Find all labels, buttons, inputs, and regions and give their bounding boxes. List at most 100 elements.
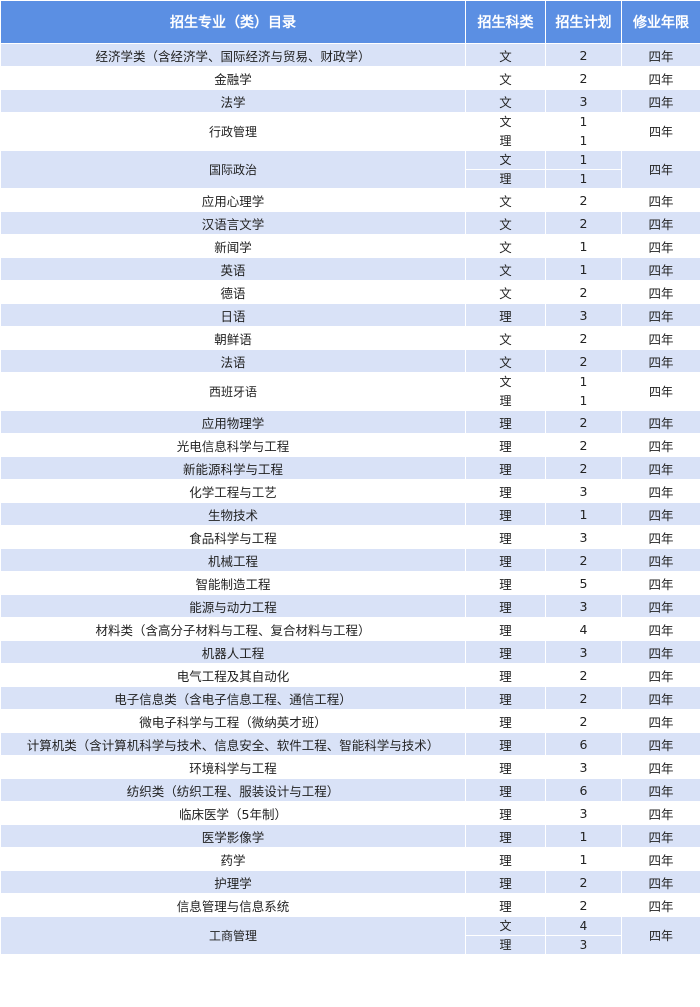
subject-type: 理 <box>465 732 546 756</box>
plan-count: 2 <box>545 663 622 687</box>
subject-type: 理 <box>465 663 546 687</box>
plan-count: 4 <box>545 617 622 641</box>
plan-count: 2 <box>545 548 622 572</box>
subject-type: 理 <box>465 686 546 710</box>
table-row: 应用物理学理 2 四年 <box>0 410 700 434</box>
subject-type: 文 <box>465 916 546 936</box>
table-row: 智能制造工程理 5 四年 <box>0 571 700 595</box>
table-row: 环境科学与工程理 3 四年 <box>0 755 700 779</box>
plan-count: 2 <box>545 326 622 350</box>
table-row: 法语文 2 四年 <box>0 349 700 373</box>
subject-type: 文 <box>465 188 546 212</box>
plan-count: 2 <box>545 433 622 457</box>
study-years: 四年 <box>621 349 700 373</box>
study-years: 四年 <box>621 502 700 526</box>
plan-count: 2 <box>545 870 622 894</box>
table-row: 国际政治文 1 四年 <box>0 150 700 189</box>
major-name: 食品科学与工程 <box>0 525 466 549</box>
table-row: 医学影像学理 1 四年 <box>0 824 700 848</box>
table-row: 机器人工程理 3 四年 <box>0 640 700 664</box>
table-row: 纺织类（纺织工程、服装设计与工程）理 6 四年 <box>0 778 700 802</box>
plan-count: 3 <box>545 640 622 664</box>
subject-type: 理 <box>465 870 546 894</box>
study-years: 四年 <box>621 372 700 411</box>
subject-type: 理 <box>465 778 546 802</box>
study-years: 四年 <box>621 211 700 235</box>
table-row: 新闻学文 1 四年 <box>0 234 700 258</box>
subject-type: 理 <box>465 169 546 189</box>
major-name: 能源与动力工程 <box>0 594 466 618</box>
table-row: 化学工程与工艺理 3 四年 <box>0 479 700 503</box>
study-years: 四年 <box>621 479 700 503</box>
study-years: 四年 <box>621 234 700 258</box>
header-row: 招生专业（类）目录 招生科类 招生计划 修业年限 <box>0 0 700 44</box>
major-name: 计算机类（含计算机科学与技术、信息安全、软件工程、智能科学与技术） <box>0 732 466 756</box>
major-name: 生物技术 <box>0 502 466 526</box>
plan-count: 2 <box>545 709 622 733</box>
table-row: 新能源科学与工程理 2 四年 <box>0 456 700 480</box>
study-years: 四年 <box>621 755 700 779</box>
subject-type: 文 <box>465 257 546 281</box>
major-name: 朝鲜语 <box>0 326 466 350</box>
subject-type: 理 <box>465 709 546 733</box>
major-name: 法学 <box>0 89 466 113</box>
table-row: 朝鲜语文 2 四年 <box>0 326 700 350</box>
study-years: 四年 <box>621 686 700 710</box>
study-years: 四年 <box>621 732 700 756</box>
study-years: 四年 <box>621 66 700 90</box>
subject-type: 理 <box>465 847 546 871</box>
plan-count: 1 <box>545 824 622 848</box>
study-years: 四年 <box>621 824 700 848</box>
study-years: 四年 <box>621 916 700 955</box>
header-cell: 招生计划 <box>545 0 622 44</box>
major-name: 环境科学与工程 <box>0 755 466 779</box>
table-row: 临床医学（5年制）理 3 四年 <box>0 801 700 825</box>
study-years: 四年 <box>621 410 700 434</box>
study-years: 四年 <box>621 594 700 618</box>
study-years: 四年 <box>621 89 700 113</box>
plan-count: 2 <box>545 686 622 710</box>
subject-type: 文 <box>465 372 546 392</box>
major-name: 日语 <box>0 303 466 327</box>
plan-count: 3 <box>545 525 622 549</box>
subject-type: 理 <box>465 525 546 549</box>
plan-count: 2 <box>545 410 622 434</box>
study-years: 四年 <box>621 188 700 212</box>
major-name: 化学工程与工艺 <box>0 479 466 503</box>
plan-count: 1 <box>545 847 622 871</box>
plan-count: 2 <box>545 349 622 373</box>
table-row: 信息管理与信息系统理 2 四年 <box>0 893 700 917</box>
plan-count: 1 <box>545 502 622 526</box>
subject-type: 文 <box>465 150 546 170</box>
major-name: 护理学 <box>0 870 466 894</box>
major-name: 机器人工程 <box>0 640 466 664</box>
header-cell: 招生专业（类）目录 <box>0 0 466 44</box>
major-name: 法语 <box>0 349 466 373</box>
study-years: 四年 <box>621 525 700 549</box>
major-name: 电气工程及其自动化 <box>0 663 466 687</box>
subject-type: 理 <box>465 594 546 618</box>
major-name: 材料类（含高分子材料与工程、复合材料与工程） <box>0 617 466 641</box>
major-name: 光电信息科学与工程 <box>0 433 466 457</box>
plan-count: 6 <box>545 732 622 756</box>
study-years: 四年 <box>621 870 700 894</box>
major-name: 国际政治 <box>0 150 466 189</box>
study-years: 四年 <box>621 847 700 871</box>
major-name: 德语 <box>0 280 466 304</box>
plan-count: 2 <box>545 893 622 917</box>
table-row: 法学文 3 四年 <box>0 89 700 113</box>
table-row: 机械工程理 2 四年 <box>0 548 700 572</box>
study-years: 四年 <box>621 548 700 572</box>
plan-count: 4 <box>545 916 622 936</box>
plan-count: 2 <box>545 66 622 90</box>
subject-type: 文 <box>465 349 546 373</box>
subject-type: 文 <box>465 326 546 350</box>
major-name: 西班牙语 <box>0 372 466 411</box>
study-years: 四年 <box>621 778 700 802</box>
major-name: 智能制造工程 <box>0 571 466 595</box>
table-row: 微电子科学与工程（微纳英才班）理 2 四年 <box>0 709 700 733</box>
plan-count: 5 <box>545 571 622 595</box>
subject-type: 理 <box>465 391 546 411</box>
